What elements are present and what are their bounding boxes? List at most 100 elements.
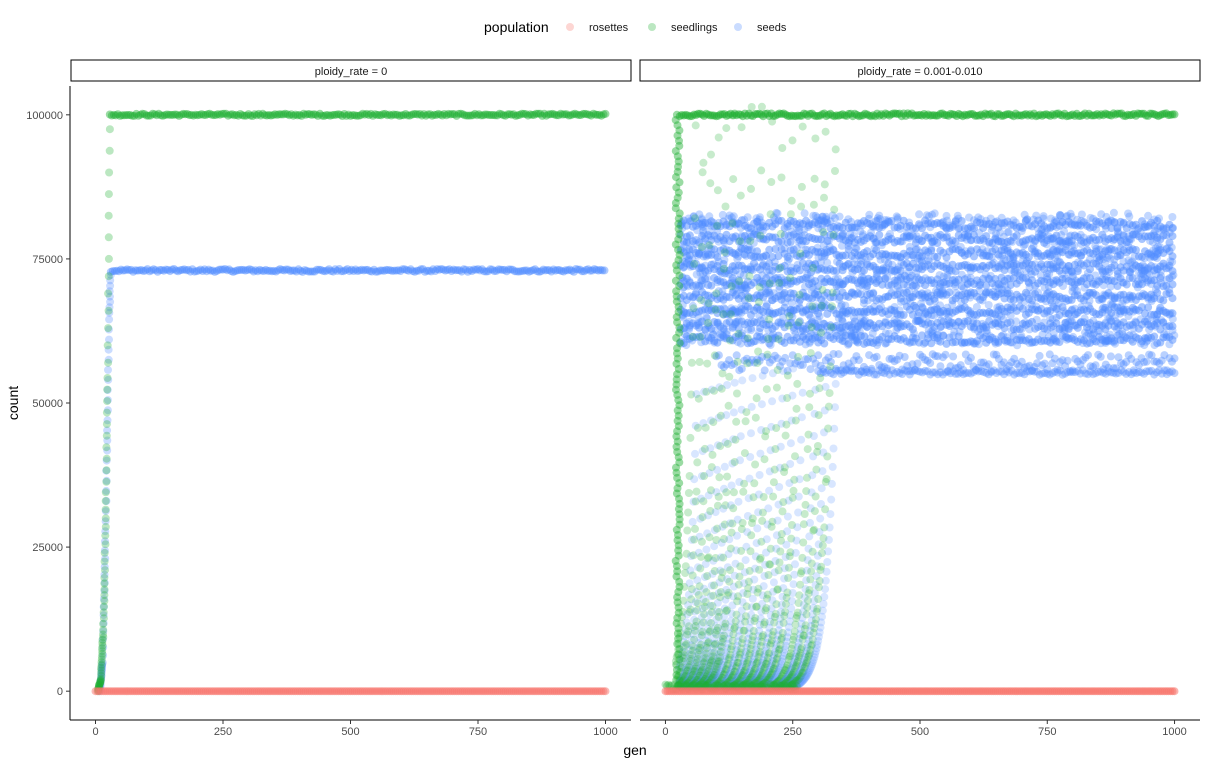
seeds-point <box>514 267 523 276</box>
seeds-point <box>329 267 338 276</box>
seedlings-point <box>332 110 341 119</box>
seedlings-point <box>705 241 714 250</box>
seedlings-point <box>493 111 502 120</box>
seedlings-point <box>713 221 722 230</box>
seeds-point <box>691 449 699 458</box>
seedlings-point <box>226 110 235 119</box>
seedlings-point <box>722 488 731 497</box>
seeds-point <box>844 339 853 348</box>
seedlings-point <box>718 369 727 378</box>
seeds-point <box>396 267 405 275</box>
seedlings-point <box>729 504 738 513</box>
seedlings-point <box>560 110 569 119</box>
seeds-point <box>365 267 374 276</box>
seeds-point <box>707 281 716 290</box>
seeds-point <box>227 267 236 275</box>
seeds-point <box>722 411 731 420</box>
seeds-point <box>869 289 878 298</box>
seeds-point <box>302 266 311 275</box>
seeds-point <box>729 408 738 417</box>
seeds-point <box>720 462 729 471</box>
seedlings-point <box>211 111 220 119</box>
seeds-point <box>99 627 108 636</box>
seedlings-point <box>246 111 255 120</box>
seedlings-point <box>266 111 275 120</box>
seedlings-point <box>218 109 226 118</box>
seeds-point <box>492 266 501 275</box>
seedlings-point <box>714 133 723 142</box>
seeds-point <box>261 265 270 274</box>
seeds-point <box>410 267 419 276</box>
seeds-point <box>310 267 319 276</box>
seeds-point <box>578 267 586 276</box>
seeds-point <box>412 266 421 275</box>
seeds-point <box>182 266 191 275</box>
seedlings-point <box>142 111 151 120</box>
seeds-point <box>103 396 112 405</box>
seedlings-point <box>156 111 165 120</box>
seeds-point <box>376 266 385 275</box>
seeds-point <box>768 397 777 406</box>
seeds-point <box>733 531 741 540</box>
seeds-point <box>965 213 973 222</box>
seedlings-point <box>201 111 210 119</box>
seedlings-point <box>228 110 237 119</box>
seeds-point <box>753 524 762 533</box>
seeds-point <box>392 266 401 275</box>
seeds-point <box>308 267 317 276</box>
seeds-point <box>223 266 232 275</box>
seedlings-point <box>542 111 551 120</box>
seeds-point <box>104 355 113 364</box>
seeds-point <box>97 672 106 681</box>
seeds-point <box>166 267 174 276</box>
seedlings-point <box>767 178 776 186</box>
seeds-point <box>741 556 750 565</box>
seeds-point <box>1142 357 1151 366</box>
seedlings-point <box>413 110 422 119</box>
seeds-point <box>255 265 264 274</box>
seeds-point <box>239 265 248 274</box>
seedlings-point <box>519 109 528 118</box>
seeds-point <box>531 265 540 274</box>
seeds-point <box>941 350 950 359</box>
seedlings-point <box>743 359 752 368</box>
seedlings-point <box>751 413 760 422</box>
seeds-point <box>143 265 152 274</box>
seeds-point <box>773 516 782 525</box>
seedlings-point <box>97 660 106 669</box>
seeds-point <box>327 267 336 275</box>
seeds-point <box>384 266 393 275</box>
seeds-point <box>933 239 942 247</box>
seeds-point <box>343 265 352 274</box>
seeds-point <box>304 267 313 276</box>
seeds-point <box>355 266 364 275</box>
seeds-point <box>225 265 234 274</box>
seedlings-point <box>481 110 490 119</box>
seeds-point <box>736 432 745 441</box>
seeds-point <box>467 267 476 275</box>
seeds-point <box>690 475 699 484</box>
seedlings-point <box>428 111 437 120</box>
seedlings-point <box>572 110 581 119</box>
seeds-point <box>1168 213 1177 221</box>
seeds-point <box>316 265 325 274</box>
seedlings-point <box>405 111 414 120</box>
seeds-point <box>247 265 256 274</box>
seedlings-point <box>244 110 253 119</box>
seedlings-point <box>97 663 105 672</box>
seeds-point <box>1091 361 1100 370</box>
seedlings-point <box>96 674 105 683</box>
seeds-point <box>482 267 491 276</box>
seeds-point <box>101 507 110 516</box>
seeds-point <box>219 265 227 274</box>
seeds-point <box>323 266 331 275</box>
seeds-point <box>98 663 107 672</box>
seeds-point <box>899 311 908 319</box>
seedlings-point <box>706 179 715 188</box>
seedlings-point <box>497 110 506 119</box>
seedlings-point <box>240 111 249 120</box>
seeds-point <box>155 266 164 274</box>
seedlings-point <box>524 111 532 120</box>
seeds-point <box>105 287 114 296</box>
seedlings-point <box>688 332 697 341</box>
